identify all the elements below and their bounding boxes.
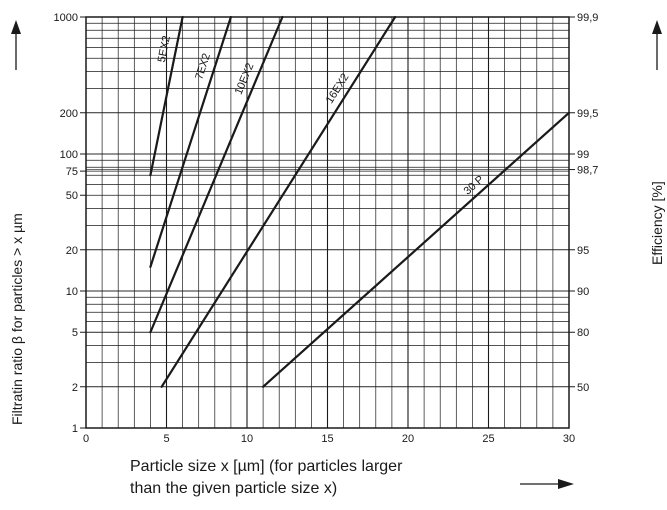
y-tick-label: 10 [66, 286, 78, 298]
x-axis-title-line2: than the given particle size x) [130, 480, 338, 497]
efficiency-tick-label: 98,7 [577, 165, 598, 177]
series-line [149, 15, 184, 177]
x-tick-label: 10 [241, 433, 253, 445]
x-tick-label: 25 [482, 433, 494, 445]
series-label: 7EX2 [193, 52, 213, 81]
y-tick-label: 1000 [54, 12, 78, 24]
efficiency-arrow-icon [652, 20, 662, 70]
series-line [160, 15, 397, 388]
efficiency-tick-label: 99,9 [577, 12, 598, 24]
x-axis-ticks: 0 5 10 15 20 25 30 [83, 433, 575, 445]
y-tick-label: 100 [60, 149, 78, 161]
series-label: 30 P [462, 173, 487, 197]
x-arrow-icon [520, 479, 574, 489]
y-tick-label: 200 [60, 108, 78, 120]
series-line [262, 111, 571, 388]
efficiency-tick-label: 99 [577, 149, 589, 161]
efficiency-tick-label: 50 [577, 382, 589, 394]
x-tick-label: 20 [402, 433, 414, 445]
y-arrow-icon [11, 20, 21, 70]
chart-grid [86, 16, 569, 428]
x-tick-label: 30 [563, 433, 575, 445]
y-axis-title: Filtratin ratio β for particles > x µm [9, 213, 25, 425]
y-tick-label: 75 [66, 166, 78, 178]
y-tick-label: 1 [72, 423, 78, 435]
efficiency-tick-label: 95 [577, 245, 589, 257]
efficiency-axis-ticks: 50 80 90 95 98,7 99 99,5 99,9 [569, 12, 598, 394]
series-label: 5EX2 [156, 35, 173, 64]
efficiency-tick-label: 80 [577, 327, 589, 339]
x-tick-label: 0 [83, 433, 89, 445]
plot-frame [85, 16, 570, 429]
y-tick-label: 5 [72, 327, 78, 339]
y-tick-label: 50 [66, 190, 78, 202]
series-lines [149, 15, 571, 388]
series-label: 10EX2 [233, 61, 257, 96]
y-tick-label: 2 [72, 382, 78, 394]
x-axis-title: Particle size x [µm] (for particles larg… [130, 456, 402, 500]
series-line [149, 15, 284, 334]
x-axis-title-line1: Particle size x [µm] (for particles larg… [130, 458, 403, 475]
x-tick-label: 5 [163, 433, 169, 445]
efficiency-tick-label: 90 [577, 286, 589, 298]
efficiency-axis-title: Efficiency [%] [649, 181, 665, 265]
series-line [149, 15, 232, 268]
y-tick-label: 20 [66, 245, 78, 257]
efficiency-tick-label: 99,5 [577, 108, 598, 120]
y-axis-ticks: 1 2 5 10 20 50 75 100 200 1000 [54, 12, 86, 435]
x-tick-label: 15 [321, 433, 333, 445]
